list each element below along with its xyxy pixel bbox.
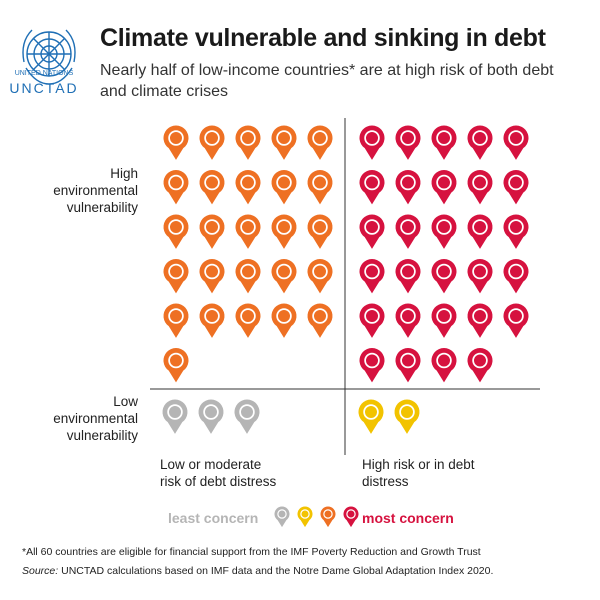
row-label-low-line-2: environmental	[53, 411, 138, 426]
page-title: Climate vulnerable and sinking in debt	[100, 24, 546, 52]
col-label-high-risk: High risk or in debt distress	[362, 456, 475, 490]
country-pin	[199, 169, 225, 205]
footnote: *All 60 countries are eligible for finan…	[22, 546, 481, 558]
legend-most-concern: most concern	[362, 510, 454, 526]
col-label-left-line-1: Low or moderate	[160, 457, 262, 472]
country-pin	[358, 399, 384, 434]
country-pin	[395, 125, 421, 160]
country-pin	[198, 399, 224, 434]
country-pin	[271, 170, 297, 205]
country-pin	[503, 303, 529, 338]
country-pin	[359, 169, 385, 205]
country-pin	[199, 258, 225, 294]
country-pin	[163, 348, 189, 383]
country-pin	[467, 125, 493, 160]
country-pin	[467, 214, 493, 249]
country-pin	[431, 259, 457, 294]
col-label-left-line-2: risk of debt distress	[160, 474, 277, 489]
country-pin	[271, 125, 297, 160]
country-pin	[359, 125, 385, 160]
legend-least-concern: least concern	[168, 510, 259, 526]
country-pin	[271, 303, 297, 338]
legend-pin	[297, 506, 313, 528]
country-pin	[235, 258, 261, 294]
logo-line-2: UNCTAD	[9, 80, 79, 96]
col-label-low-risk: Low or moderate risk of debt distress	[160, 456, 276, 490]
row-label-high-line-2: environmental	[53, 183, 138, 198]
country-pin	[199, 125, 225, 160]
row-label-high-line-3: vulnerability	[66, 200, 138, 215]
country-pin	[503, 125, 529, 160]
row-label-high: High environmental vulnerability	[20, 165, 138, 216]
country-pin	[503, 259, 529, 294]
source-note: Source: UNCTAD calculations based on IMF…	[22, 565, 493, 577]
country-pin	[431, 170, 457, 205]
country-pin	[395, 348, 421, 383]
un-emblem-icon	[22, 29, 76, 85]
country-pin	[307, 125, 333, 160]
country-pin	[395, 303, 421, 338]
legend-pin	[343, 506, 359, 528]
source-label: Source:	[22, 565, 59, 577]
country-pin	[467, 303, 493, 338]
row-label-low-line-3: vulnerability	[66, 428, 138, 443]
country-pin	[431, 348, 457, 383]
country-pin	[431, 214, 457, 249]
country-pin	[503, 170, 529, 205]
country-pin	[163, 125, 189, 160]
country-pin	[163, 214, 189, 249]
country-pin	[163, 258, 189, 294]
row-label-low: Low environmental vulnerability	[20, 393, 138, 444]
country-pin	[395, 170, 421, 205]
country-pin	[359, 303, 385, 338]
country-pin	[163, 303, 189, 338]
country-pin	[395, 214, 421, 249]
country-pin	[467, 259, 493, 294]
country-pin	[162, 399, 188, 434]
country-pin	[359, 258, 385, 294]
country-pin	[235, 214, 261, 249]
country-pin	[359, 348, 385, 383]
country-pin	[271, 214, 297, 249]
source-text: UNCTAD calculations based on IMF data an…	[58, 565, 494, 577]
legend-pin	[320, 506, 336, 528]
country-pin	[431, 303, 457, 338]
row-label-high-line-1: High	[110, 166, 138, 181]
country-pin	[199, 214, 225, 249]
country-pin	[163, 170, 189, 205]
country-pin	[467, 348, 493, 383]
country-pin	[359, 214, 385, 249]
country-pin	[307, 258, 333, 294]
country-pin	[395, 259, 421, 294]
country-pin	[234, 399, 260, 434]
country-pin	[199, 303, 225, 338]
country-pin	[307, 303, 333, 338]
page-subtitle: Nearly half of low-income countries* are…	[100, 62, 554, 100]
country-pin	[431, 125, 457, 160]
legend-pin	[274, 506, 290, 528]
logo-line-1: UNITED NATIONS	[14, 70, 74, 77]
country-pin	[307, 169, 333, 205]
country-pin	[235, 125, 261, 160]
country-pin	[503, 214, 529, 249]
country-pin	[394, 399, 420, 434]
country-pin	[271, 259, 297, 294]
country-pin	[235, 169, 261, 205]
country-pin	[307, 214, 333, 249]
col-label-right-line-2: distress	[362, 474, 409, 489]
country-pin	[467, 170, 493, 205]
row-label-low-line-1: Low	[113, 394, 138, 409]
col-label-right-line-1: High risk or in debt	[362, 457, 475, 472]
country-pin	[235, 303, 261, 338]
